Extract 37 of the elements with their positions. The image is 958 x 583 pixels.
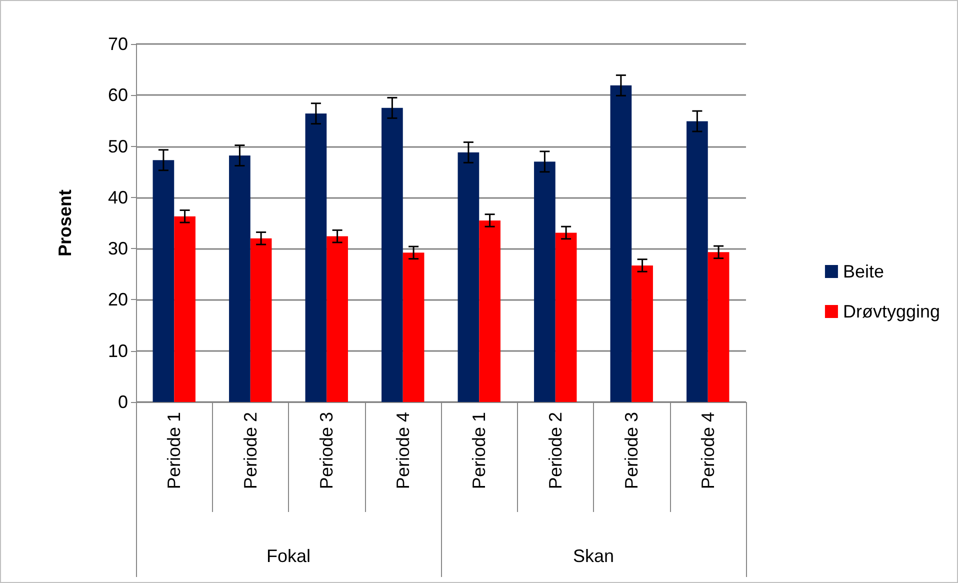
- bar: [152, 160, 174, 402]
- bar: [686, 121, 708, 402]
- y-tick-label: 0: [118, 392, 128, 412]
- bar: [174, 216, 196, 402]
- bar: [534, 162, 556, 402]
- bar: [632, 265, 653, 402]
- x-tick-label: Periode 3: [316, 412, 337, 490]
- bar: [402, 252, 424, 402]
- y-tick-label: 30: [108, 238, 128, 259]
- text: Fokal: [266, 546, 311, 566]
- y-axis-title: Prosent: [55, 189, 75, 257]
- x-tick-label: Periode 1: [164, 412, 184, 490]
- bar: [458, 152, 480, 402]
- bar: [229, 155, 250, 402]
- y-tick-label: 20: [108, 290, 128, 310]
- x-tick-label: Periode 2: [240, 412, 260, 490]
- y-tick-label: 70: [108, 34, 128, 54]
- bar: [708, 252, 730, 402]
- y-tick-label: 10: [108, 340, 128, 361]
- bar: [305, 114, 327, 402]
- x-tick-label: Periode 4: [698, 412, 718, 490]
- x-tick-label: Periode 2: [545, 412, 566, 490]
- bar: [610, 85, 632, 402]
- bar: [250, 238, 272, 402]
- y-tick-label: 60: [108, 85, 128, 106]
- legend-label: Beite: [842, 262, 884, 282]
- x-tick-label: Periode 3: [622, 412, 642, 490]
- bar: [326, 236, 348, 402]
- y-tick-label: 40: [108, 187, 128, 208]
- bar: [382, 108, 403, 402]
- bar: [555, 232, 577, 402]
- bar: [479, 220, 500, 402]
- text: Skan: [572, 546, 614, 566]
- x-tick-label: Periode 4: [392, 412, 413, 490]
- legend-label: Drøvtygging: [842, 302, 940, 322]
- x-tick-label: Periode 1: [469, 412, 490, 490]
- y-tick-label: 50: [108, 136, 128, 156]
